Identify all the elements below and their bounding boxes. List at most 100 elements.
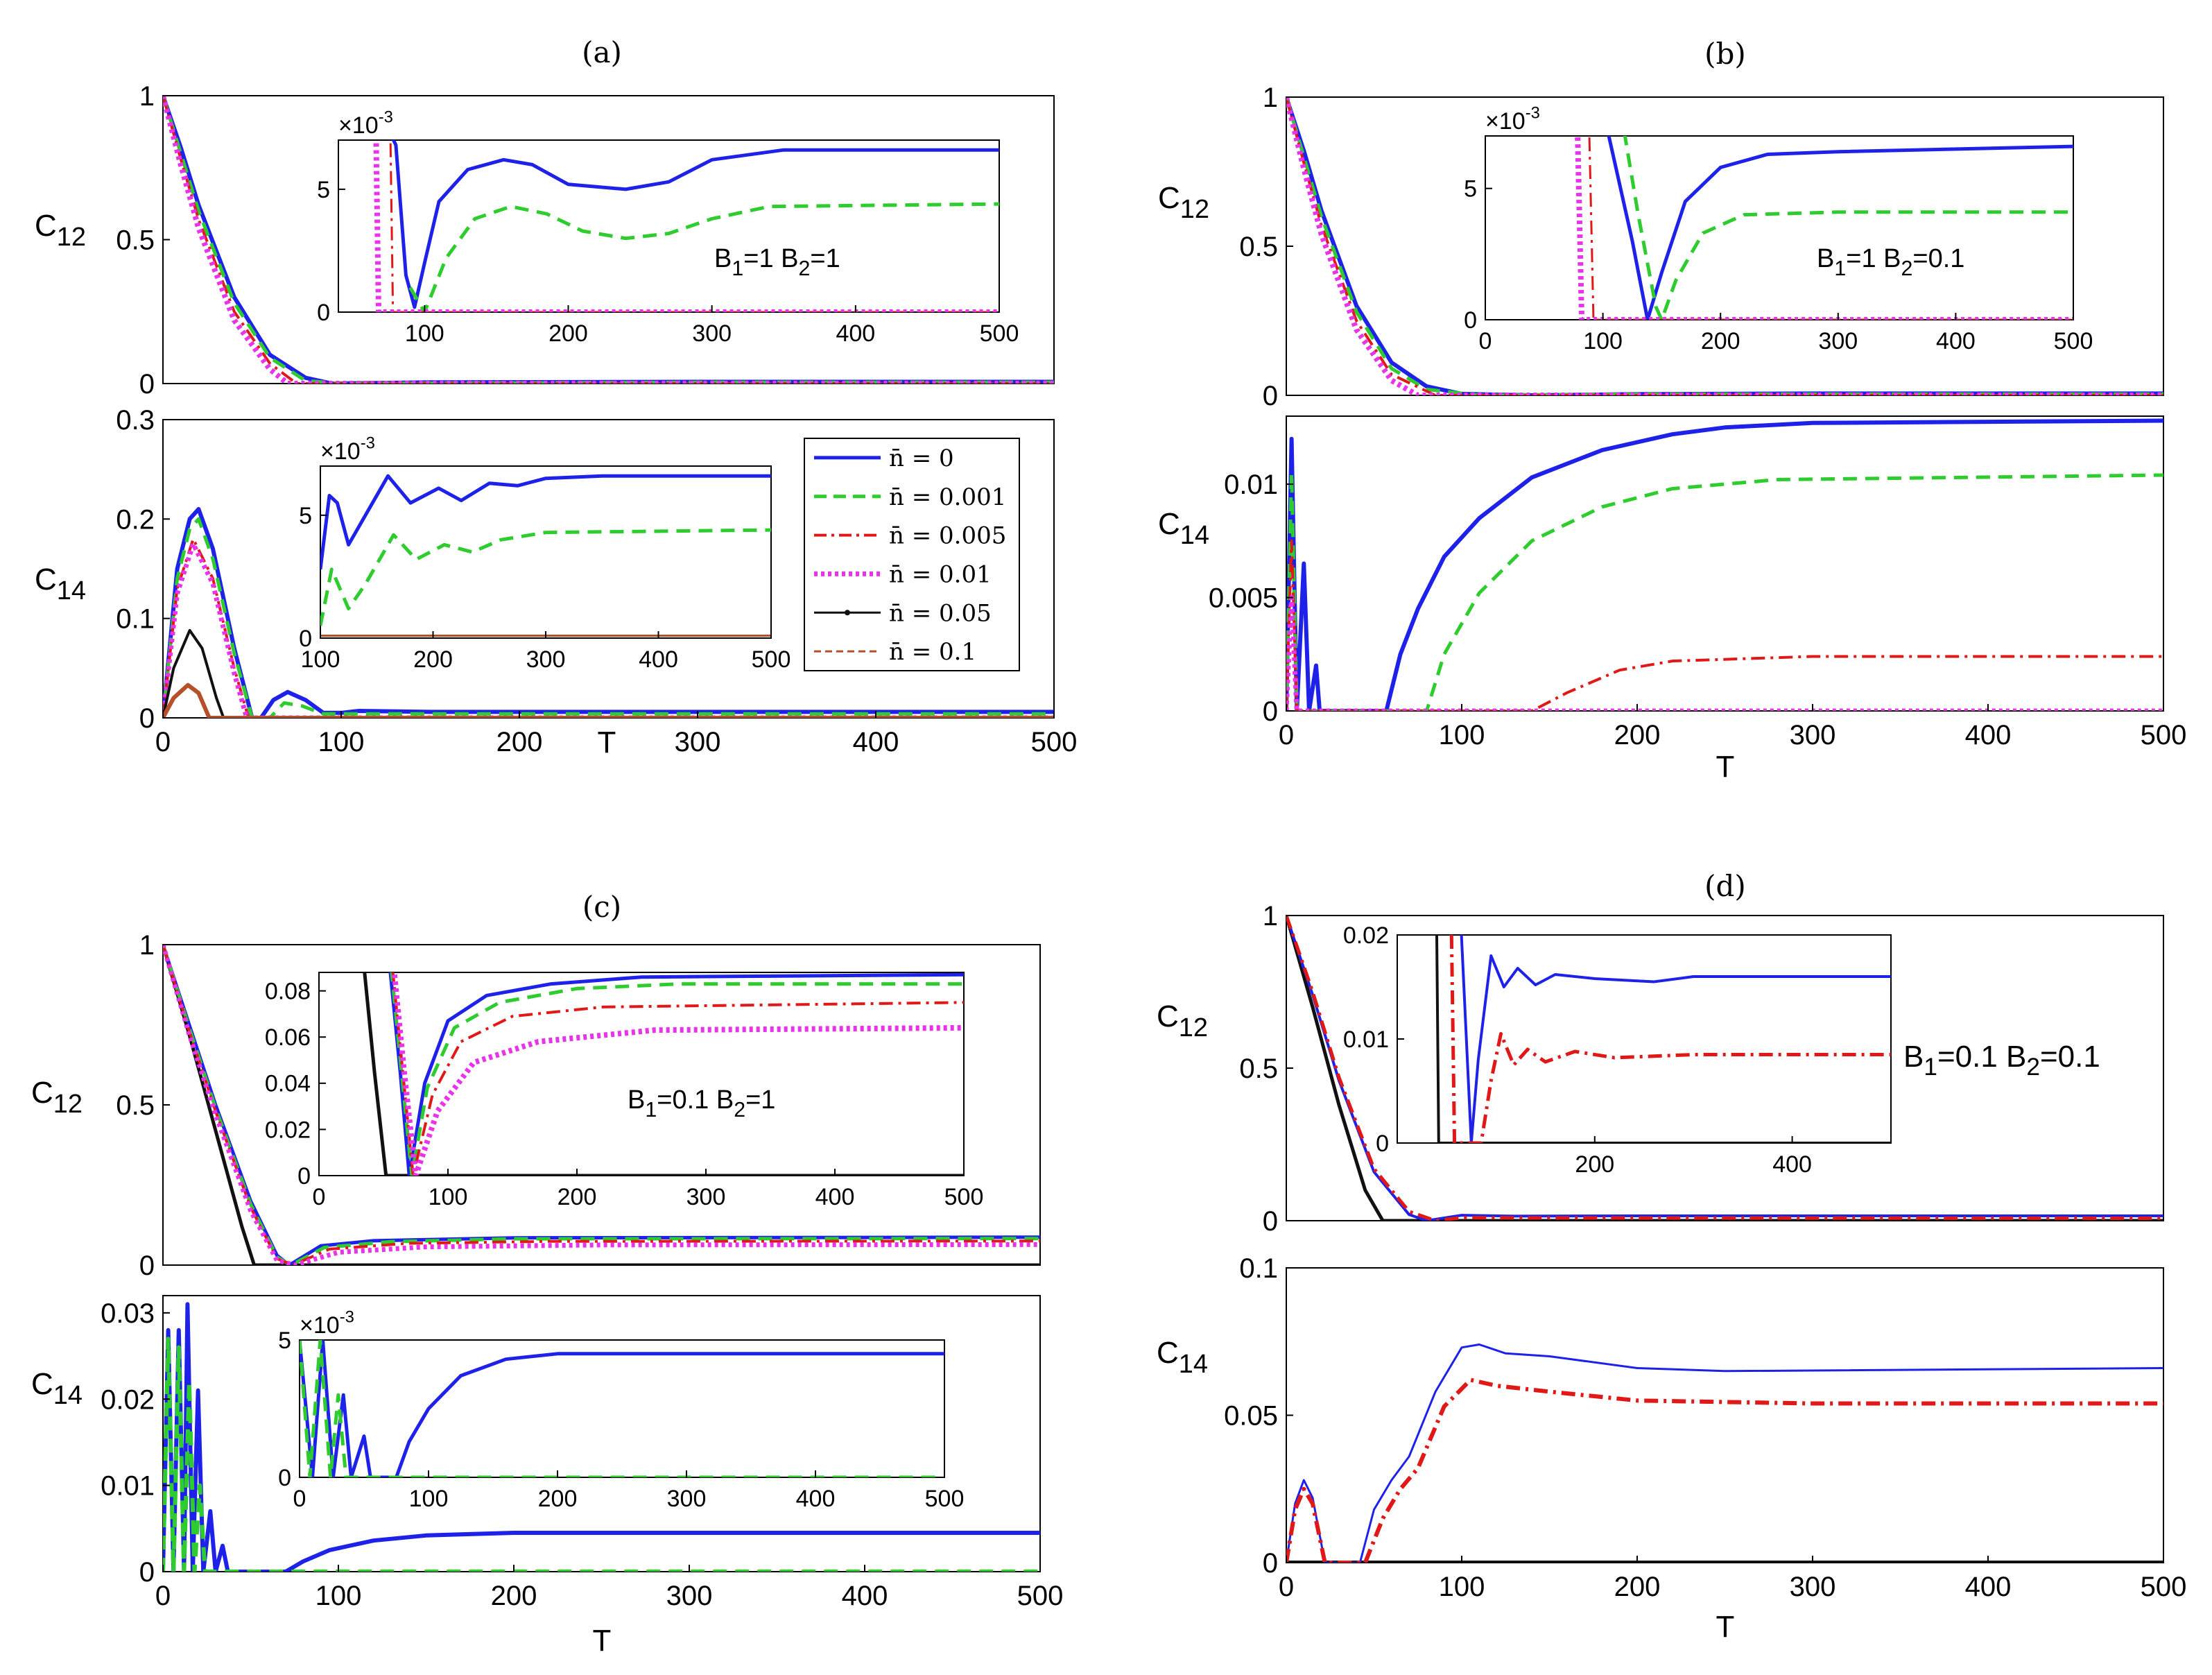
panel-c-bottom-inset-ytick-0: 0: [278, 1465, 291, 1491]
panel-c-bottom-inset-series-0: [300, 1340, 944, 1477]
panel-a-bottom-ytick-3: 0.3: [116, 405, 155, 436]
panel-c-top-ytick-1: 0.5: [116, 1090, 155, 1121]
panel-b-top-inset-ytick-0: 0: [1464, 307, 1477, 334]
panel-d-top-inset-ytick-1: 0.01: [1343, 1027, 1389, 1053]
panel-d-top-inset-series: [1435, 935, 1891, 1143]
panel-c-top-inset-xtick-1: 100: [429, 1184, 468, 1210]
panel-b-top-inset-series-1: [1623, 136, 2073, 320]
panel-b-top-inset-xtick-4: 400: [1936, 328, 1976, 354]
panel-b-bottom-series-0: [1286, 418, 2163, 711]
panel-c-label: (c): [582, 890, 621, 924]
panel-b-top-inset-annotation: B1=1 B2=0.1: [1817, 244, 1964, 280]
panel-d-top-series: [1286, 916, 2163, 1221]
panel-b-bottom-xtick-3: 300: [1790, 720, 1836, 750]
panel-a-legend-label-4: n̄ = 0.05: [889, 599, 992, 627]
panel-d-bottom-xtick-2: 200: [1614, 1572, 1661, 1602]
panel-a-legend-label-5: n̄ = 0.1: [889, 638, 976, 666]
panel-c-top-inset-series: [363, 972, 964, 1176]
panel-a-legend-label-3: n̄ = 0.01: [889, 560, 992, 588]
panel-a-top-inset-xtick-2: 300: [692, 320, 732, 347]
panel-a-legend-label-1: n̄ = 0.001: [889, 483, 1006, 511]
panel-c-top-ytick-0: 0: [139, 1251, 155, 1281]
panel-b-bottom-xtick-4: 400: [1965, 720, 2012, 750]
panel-c-top-inset: 0 100 200 300 400 500 0 0.02 0.04 0.06 0.08 B1=0.1 …: [265, 972, 983, 1210]
panel-d-top-inset-series-0: [1435, 935, 1891, 1143]
panel-d-bottom-ytick-1: 0.05: [1224, 1401, 1278, 1432]
panel-b-top-series-2: [1286, 97, 2163, 395]
panel-a-bottom-inset-ytick-1: 5: [299, 503, 312, 529]
panel-d-top-inset: 200 400 0 0.01 0.02: [1343, 922, 1892, 1178]
panel-c-top-inset-ytick-3: 0.06: [265, 1024, 311, 1051]
panel-a-top-inset-series-1: [408, 202, 999, 312]
panel-a-top-ytick-2: 1: [139, 81, 155, 112]
panel-d-bottom-series-2: [1286, 1377, 2163, 1563]
panel-a-top-inset-xtick-4: 500: [980, 320, 1019, 347]
panel-d-top-inset-ytick-0: 0: [1376, 1131, 1389, 1157]
panel-d-top-ylabel: C12: [1157, 999, 1208, 1042]
panel-a-legend: n̄ = 0 n̄ = 0.001 n̄ = 0.005 n̄ = 0.01 n̄ = …: [804, 438, 1020, 671]
panel-d-top-inset-xtick-0: 200: [1575, 1151, 1614, 1178]
panel-b-bottom-ylabel: C14: [1158, 507, 1209, 550]
panel-a-legend-frame: [804, 438, 1020, 671]
panel-c-bottom-inset-xtick-5: 500: [925, 1486, 965, 1512]
panel-b-top-inset: 0 100 200 300 400 500 0 5 ×10-3 B1=1 B2=0.1: [1464, 104, 2093, 354]
panel-d-top-ytick-1: 0.5: [1239, 1054, 1278, 1084]
panel-b-top-inset-series-3: [1575, 136, 2073, 320]
panel-a-bottom-series-3: [163, 541, 1054, 718]
panel-c-top-inset-ytick-2: 0.04: [265, 1071, 311, 1097]
panel-b-bottom-xtick-5: 500: [2141, 720, 2187, 750]
panel-c-top-inset-xtick-2: 200: [558, 1184, 597, 1210]
panel-c-bottom-xtick-2: 200: [491, 1581, 537, 1611]
panel-b-top-inset-series-0: [1607, 136, 2073, 320]
panel-a-bottom-ytick-0: 0: [139, 703, 155, 734]
panel-b-label: (b): [1704, 37, 1746, 71]
panel-a-top-series-3: [163, 96, 1054, 384]
panel-c-top-inset-xtick-4: 400: [815, 1184, 855, 1210]
panel-a-top-inset-series-2: [389, 140, 999, 312]
panel-d-bottom-xtick-4: 400: [1965, 1572, 2012, 1602]
panel-d-bottom-xtick-1: 100: [1439, 1572, 1485, 1602]
panel-c-bottom-inset-xtick-1: 100: [409, 1486, 449, 1512]
panel-c-top-inset-series-4: [391, 972, 964, 1176]
panel-c-bottom-series: [163, 1302, 1040, 1572]
panel-b-top-ytick-2: 1: [1263, 83, 1278, 113]
panel-d-bottom-xlabel: T: [1716, 1610, 1735, 1644]
panel-a-bottom-ytick-1: 0.1: [116, 604, 155, 635]
panel-a-bottom-series-5: [163, 682, 1054, 718]
panel-a-top-ytick-1: 0.5: [116, 225, 155, 256]
panel-b-top-inset-xtick-5: 500: [2054, 328, 2093, 354]
panel-a-top-ytick-0: 0: [139, 369, 155, 400]
panel-b-top-inset-xtick-2: 200: [1701, 328, 1740, 354]
panel-c-bottom-inset-scale-factor: ×10-3: [300, 1308, 354, 1339]
panel-c-bottom-series-1: [163, 1337, 1040, 1572]
panel-d-bottom-frame: [1286, 1267, 2164, 1563]
panel-d-top-series-0: [1286, 916, 2163, 1221]
panel-c-bottom-inset-series: [300, 1340, 944, 1477]
panel-a-bottom-ytick-2: 0.2: [116, 504, 155, 535]
panel-a-bottom-xtick-3: 300: [675, 727, 721, 757]
panel-d-bottom-xtick-3: 300: [1790, 1572, 1836, 1602]
panel-c-top-inset-ytick-0: 0: [297, 1163, 311, 1189]
panel-c-top-inset-xtick-0: 0: [313, 1184, 326, 1210]
panel-b-bottom-ytick-2: 0.01: [1224, 470, 1278, 500]
panel-c-bottom-xtick-4: 400: [842, 1581, 888, 1611]
panel-b-top-inset-ytick-1: 5: [1464, 176, 1477, 203]
panel-a-bottom-inset-xtick-0: 100: [301, 646, 340, 673]
panel-d-bottom-ylabel: C14: [1157, 1336, 1208, 1379]
panel-a-top-series: [163, 96, 1054, 384]
panel-d-top-inset-series-2: [1449, 935, 1891, 1143]
panel-b-bottom-series-1: [1286, 471, 2163, 711]
panel-d-top-inset-xtick-1: 400: [1772, 1151, 1812, 1178]
panel-b-bottom-frame: [1286, 415, 2164, 712]
panel-a-legend-label-0: n̄ = 0: [889, 445, 954, 472]
panel-c-bottom-xtick-5: 500: [1017, 1581, 1064, 1611]
panel-b-bottom-ytick-0: 0: [1263, 696, 1278, 727]
panel-c-bottom-inset-ytick-1: 5: [278, 1328, 291, 1354]
panel-a-top-inset-series-3: [373, 140, 999, 312]
panel-a-bottom-series-1: [163, 517, 1054, 718]
panel-d-bottom-xtick-5: 500: [2141, 1572, 2187, 1602]
panel-a-top-inset-frame: [338, 139, 1000, 313]
panel-c-top-series-4: [163, 945, 1040, 1265]
panel-a-bottom-series-0: [163, 507, 1054, 718]
